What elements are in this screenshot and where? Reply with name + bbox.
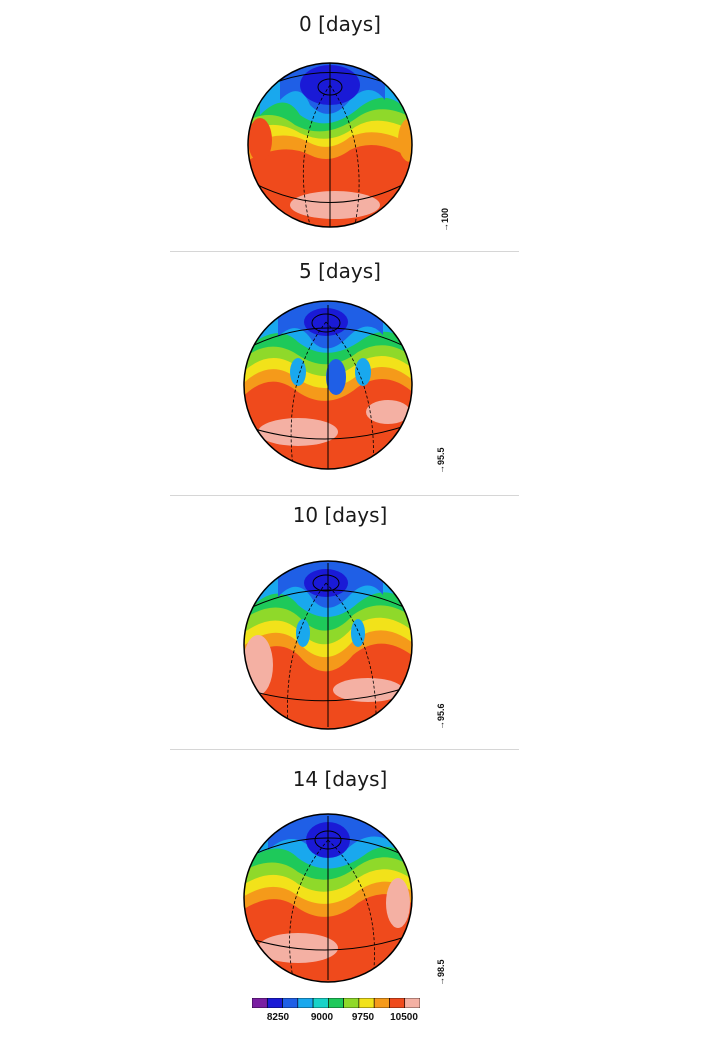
colorbar-swatch: [282, 998, 299, 1008]
vector-reference-label-2: →95.6: [436, 703, 446, 730]
vector-reference-label-1: →95.5: [436, 447, 446, 474]
globe-day-14: [243, 813, 413, 983]
colorbar-swatch: [266, 998, 283, 1008]
globe-day-5: [243, 300, 413, 470]
colorbar: [252, 998, 420, 1008]
colorbar-swatch: [312, 998, 329, 1008]
colorbar-swatch: [297, 998, 314, 1008]
panel-divider: [170, 749, 519, 750]
colorbar-tick-1: 9000: [310, 1012, 334, 1023]
colorbar-swatch: [404, 998, 420, 1008]
colorbar-tick-3: 10500: [390, 1012, 418, 1023]
panel-title-2: 10 [days]: [292, 503, 388, 527]
vector-reference-label-0: →100: [440, 207, 450, 232]
globe-day-0: [247, 62, 413, 228]
globe-day-10: [243, 560, 413, 730]
colorbar-swatch: [252, 998, 268, 1008]
panel-divider: [170, 495, 519, 496]
colorbar-swatch: [358, 998, 375, 1008]
colorbar-tick-0: 8250: [266, 1012, 290, 1023]
colorbar-swatch: [343, 998, 360, 1008]
colorbar-swatch: [328, 998, 344, 1008]
panel-divider: [170, 251, 519, 252]
panel-title-0: 0 [days]: [299, 12, 381, 36]
panel-title-3: 14 [days]: [292, 767, 388, 791]
colorbar-swatch: [373, 998, 390, 1008]
colorbar-tick-2: 9750: [351, 1012, 375, 1023]
colorbar-swatch: [389, 998, 406, 1008]
vector-reference-label-3: →98.5: [436, 959, 446, 986]
panel-title-1: 5 [days]: [299, 259, 381, 283]
